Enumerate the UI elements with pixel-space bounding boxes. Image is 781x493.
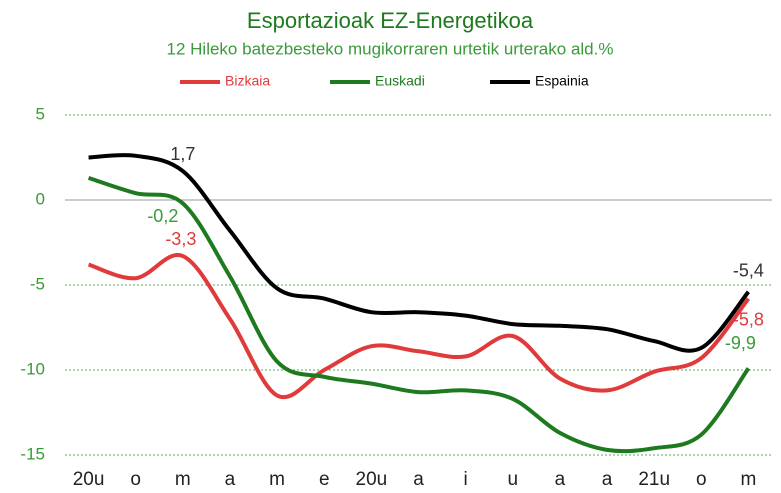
x-tick-label: 21u (638, 469, 670, 490)
chart-subtitle: 12 Hileko batezbesteko mugikorraren urte… (167, 39, 614, 58)
chart-title: Esportazioak EZ-Energetikoa (247, 8, 534, 33)
data-label: -3,3 (165, 229, 196, 249)
x-tick-label: 20u (356, 469, 388, 490)
x-tick-label: o (130, 469, 141, 490)
x-tick-label: e (319, 469, 330, 490)
x-tick-label: i (464, 469, 468, 490)
legend-label: Euskadi (375, 73, 425, 89)
x-tick-label: 20u (73, 469, 105, 490)
x-tick-label: a (413, 469, 424, 490)
series-line (87, 253, 751, 400)
y-tick-label: -5 (30, 274, 45, 293)
x-tick-label: u (507, 469, 518, 490)
x-tick-label: a (225, 469, 236, 490)
x-tick-label: a (602, 469, 613, 490)
legend-label: Bizkaia (225, 73, 270, 89)
y-tick-label: 0 (36, 189, 45, 208)
y-tick-label: -10 (20, 359, 45, 378)
x-tick-label: m (175, 469, 191, 490)
y-tick-label: 5 (36, 104, 45, 123)
x-tick-label: a (555, 469, 566, 490)
x-tick-label: o (696, 469, 707, 490)
x-tick-label: m (741, 469, 757, 490)
series-line (88, 153, 750, 353)
data-label: -9,9 (725, 333, 756, 353)
series-line (87, 175, 751, 454)
data-label: -5,8 (733, 309, 764, 329)
x-tick-label: m (269, 469, 285, 490)
data-label: 1,7 (170, 144, 195, 164)
data-label: -5,4 (733, 261, 764, 281)
legend-label: Espainia (535, 73, 589, 89)
y-tick-label: -15 (20, 444, 45, 463)
data-label: -0,2 (147, 206, 178, 226)
